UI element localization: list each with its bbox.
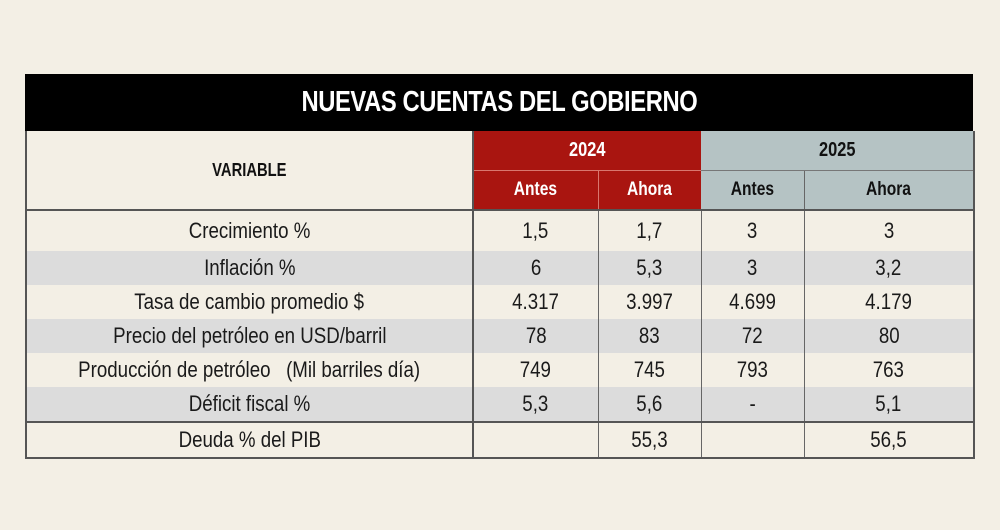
cell-value: 745 — [633, 357, 666, 382]
value-2024-ahora: 5,6 — [597, 387, 701, 422]
table-row: Precio del petróleo en USD/barril 78 83 72 8… — [26, 319, 974, 353]
value-2025-antes: - — [700, 387, 804, 422]
cell-value: 55,3 — [631, 427, 668, 452]
variable-label: Precio del petróleo en USD/barril — [112, 323, 387, 348]
value-2024-ahora: 5,3 — [597, 251, 701, 285]
variable-label: Producción de petróleo (Mil barriles día… — [78, 357, 421, 382]
year-header-2024: 2024 — [473, 131, 701, 171]
variable-header-label: VARIABLE — [212, 159, 287, 180]
variable-cell: Inflación % — [26, 251, 474, 285]
value-2024-antes — [472, 421, 598, 458]
government-accounts-table: NUEVAS CUENTAS DEL GOBIERNO VARIABLE 202… — [25, 74, 975, 459]
subheader-2025-ahora: Ahora — [803, 170, 974, 210]
variable-label: Tasa de cambio promedio $ — [134, 289, 365, 314]
header-row-years: VARIABLE 2024 2025 — [26, 131, 974, 210]
variable-cell: Producción de petróleo (Mil barriles día… — [26, 353, 474, 387]
cell-value: 3,2 — [875, 255, 902, 280]
subheader-label: Ahora — [627, 179, 673, 200]
variable-label: Crecimiento % — [188, 218, 311, 243]
value-2025-antes: 3 — [700, 251, 804, 285]
variable-cell: Precio del petróleo en USD/barril — [26, 319, 474, 353]
value-2025-antes: 4.699 — [700, 285, 804, 319]
cell-value: 3 — [747, 218, 758, 243]
subheader-label: Antes — [730, 179, 774, 200]
value-2024-antes: 1,5 — [472, 209, 598, 251]
value-2025-ahora: 80 — [803, 319, 974, 353]
year-label-2024: 2024 — [569, 139, 606, 161]
cell-value: 3.997 — [626, 289, 673, 314]
value-2024-ahora: 55,3 — [597, 421, 701, 458]
value-2024-ahora: 1,7 — [597, 209, 701, 251]
cell-value: 793 — [736, 357, 769, 382]
cell-value: 3 — [747, 255, 758, 280]
header-row-subcolumns: Antes Ahora Antes Ahora — [26, 170, 974, 210]
table-row: Tasa de cambio promedio $ 4.317 3.997 4.699… — [26, 285, 974, 319]
value-2025-antes — [700, 421, 804, 458]
cell-value: - — [749, 391, 756, 416]
subheader-label: Ahora — [866, 179, 912, 200]
cell-value: 6 — [530, 255, 541, 280]
data-table: VARIABLE 2024 2025 Antes Ahora Antes Aho… — [25, 131, 975, 459]
table-title-text: NUEVAS CUENTAS DEL GOBIERNO — [301, 86, 697, 118]
value-2024-ahora: 3.997 — [597, 285, 701, 319]
value-2025-ahora: 56,5 — [803, 421, 974, 458]
table-row: Inflación % 6 5,3 3 3,2 — [26, 251, 974, 285]
cell-value: 1,7 — [636, 218, 663, 243]
cell-value: 72 — [742, 323, 763, 348]
value-2025-ahora: 4.179 — [803, 285, 974, 319]
subheader-2025-antes: Antes — [701, 170, 804, 210]
year-header-2025: 2025 — [701, 131, 974, 171]
value-2024-antes: 749 — [472, 353, 598, 387]
cell-value: 749 — [520, 357, 552, 382]
variable-label: Inflación % — [203, 255, 296, 280]
subheader-label: Antes — [514, 179, 558, 200]
cell-value: 5,3 — [522, 391, 549, 416]
cell-value: 763 — [873, 357, 905, 382]
value-2025-ahora: 3,2 — [803, 251, 974, 285]
value-2025-ahora: 763 — [803, 353, 974, 387]
value-2025-antes: 72 — [700, 319, 804, 353]
cell-value: 5,6 — [636, 391, 663, 416]
variable-label: Deuda % del PIB — [178, 427, 321, 452]
variable-cell: Tasa de cambio promedio $ — [26, 285, 474, 319]
value-2025-ahora: 3 — [803, 209, 974, 251]
variable-cell: Déficit fiscal % — [26, 387, 474, 422]
table-title: NUEVAS CUENTAS DEL GOBIERNO — [25, 74, 973, 131]
table-row: Deuda % del PIB 55,3 56,5 — [26, 421, 974, 458]
cell-value: 83 — [639, 323, 660, 348]
subheader-2024-ahora: Ahora — [598, 170, 701, 210]
cell-value: 1,5 — [522, 218, 549, 243]
variable-cell: Deuda % del PIB — [26, 421, 474, 458]
value-2025-antes: 3 — [700, 209, 804, 251]
value-2024-antes: 4.317 — [472, 285, 598, 319]
subheader-2024-antes: Antes — [473, 170, 599, 210]
table-row: Déficit fiscal % 5,3 5,6 - 5,1 — [26, 387, 974, 422]
value-2024-ahora: 83 — [597, 319, 701, 353]
table-row: Producción de petróleo (Mil barriles día… — [26, 353, 974, 387]
variable-cell: Crecimiento % — [26, 209, 474, 251]
cell-value: 4.179 — [865, 289, 913, 314]
value-2025-antes: 793 — [700, 353, 804, 387]
cell-value: 78 — [525, 323, 547, 348]
value-2024-antes: 6 — [472, 251, 598, 285]
cell-value: 5,3 — [636, 255, 663, 280]
cell-value: 3 — [883, 218, 894, 243]
variable-column-header: VARIABLE — [26, 131, 474, 210]
value-2025-ahora: 5,1 — [803, 387, 974, 422]
cell-value: 4.317 — [512, 289, 560, 314]
cell-value: 80 — [878, 323, 900, 348]
cell-value: 5,1 — [875, 391, 902, 416]
cell-value: 56,5 — [870, 427, 907, 452]
value-2024-antes: 78 — [472, 319, 598, 353]
variable-label: Déficit fiscal % — [188, 391, 311, 416]
value-2024-ahora: 745 — [597, 353, 701, 387]
cell-value: 4.699 — [729, 289, 776, 314]
value-2024-antes: 5,3 — [472, 387, 598, 422]
year-label-2025: 2025 — [818, 139, 856, 161]
table-row: Crecimiento % 1,5 1,7 3 3 — [26, 209, 974, 251]
